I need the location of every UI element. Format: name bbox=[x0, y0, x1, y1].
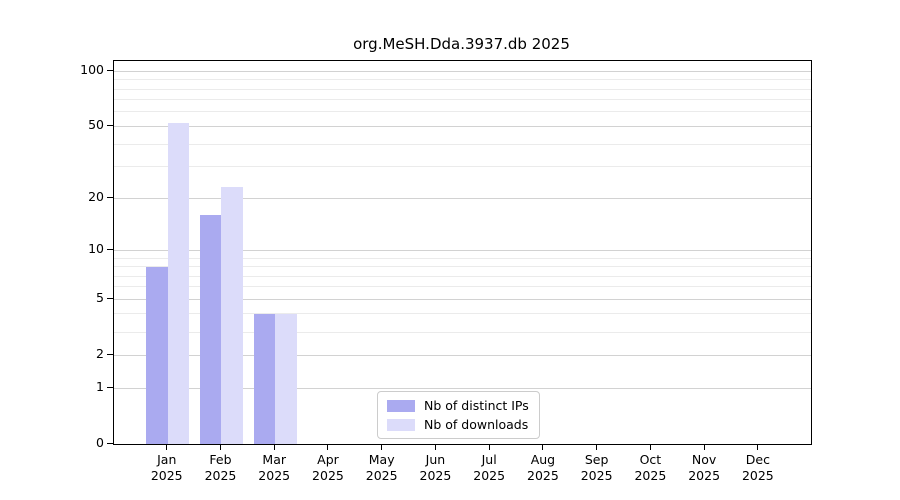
bar-downloads-mar bbox=[275, 313, 297, 444]
x-tick-month: Oct bbox=[639, 452, 662, 467]
x-tick-month: Sep bbox=[584, 452, 609, 467]
x-tick-label: May 2025 bbox=[350, 452, 414, 484]
y-axis-tick bbox=[107, 353, 113, 355]
y-axis-tick bbox=[107, 196, 113, 198]
gridline-minor bbox=[114, 331, 811, 333]
x-tick-label: Sep 2025 bbox=[565, 452, 629, 484]
y-tick-label: 1 bbox=[96, 379, 104, 394]
x-tick-label: Aug 2025 bbox=[511, 452, 575, 484]
gridline-major bbox=[114, 197, 811, 199]
gridline-major bbox=[114, 354, 811, 356]
x-tick-label: Oct 2025 bbox=[618, 452, 682, 484]
x-axis-tick bbox=[649, 444, 651, 450]
x-axis-tick bbox=[434, 444, 436, 450]
gridline-minor bbox=[114, 111, 811, 113]
x-axis-tick bbox=[703, 444, 705, 450]
x-tick-month: Jul bbox=[481, 452, 497, 467]
plot-area bbox=[113, 60, 812, 445]
gridline-minor bbox=[114, 79, 811, 81]
gridline-minor bbox=[114, 286, 811, 288]
y-axis-tick bbox=[107, 69, 113, 71]
x-tick-year: 2025 bbox=[688, 468, 721, 483]
x-tick-year: 2025 bbox=[634, 468, 667, 483]
y-tick-label: 10 bbox=[88, 241, 104, 257]
gridline-minor bbox=[114, 266, 811, 267]
x-tick-year: 2025 bbox=[527, 468, 559, 483]
legend-swatch bbox=[387, 418, 415, 431]
x-axis-tick bbox=[273, 444, 275, 450]
x-tick-month: Jan bbox=[157, 452, 177, 467]
y-tick-label: 0 bbox=[96, 435, 104, 450]
x-axis-tick bbox=[219, 444, 221, 450]
x-tick-label: Jul 2025 bbox=[457, 452, 521, 484]
gridline-minor bbox=[114, 143, 811, 145]
x-tick-label: Mar 2025 bbox=[242, 452, 306, 484]
y-tick-label: 5 bbox=[96, 290, 104, 306]
x-axis-tick bbox=[542, 444, 544, 450]
x-tick-label: Jun 2025 bbox=[403, 452, 467, 484]
x-tick-year: 2025 bbox=[365, 468, 398, 483]
x-axis-tick bbox=[381, 444, 383, 450]
y-tick-label: 2 bbox=[96, 346, 104, 362]
x-tick-month: May bbox=[368, 452, 395, 467]
x-tick-label: Nov 2025 bbox=[672, 452, 736, 484]
x-axis-tick bbox=[757, 444, 759, 450]
gridline-minor bbox=[114, 275, 811, 277]
y-tick-label: 20 bbox=[88, 189, 104, 205]
y-axis-tick bbox=[107, 297, 113, 299]
bar-downloads-jan bbox=[167, 123, 190, 444]
x-axis-tick bbox=[596, 444, 598, 450]
bar-distinct-ips-jan bbox=[146, 266, 168, 444]
gridline-major bbox=[114, 125, 811, 127]
gridline-minor bbox=[114, 166, 811, 168]
x-tick-month: Mar bbox=[262, 452, 286, 467]
x-tick-label: Apr 2025 bbox=[296, 452, 360, 484]
x-tick-year: 2025 bbox=[312, 468, 344, 483]
x-tick-year: 2025 bbox=[258, 468, 291, 483]
gridline-major bbox=[114, 298, 811, 300]
x-tick-year: 2025 bbox=[580, 468, 613, 483]
x-tick-year: 2025 bbox=[204, 468, 237, 483]
gridline-minor bbox=[114, 99, 811, 101]
gridline-major bbox=[114, 70, 811, 72]
legend-swatch bbox=[387, 399, 415, 412]
legend-label: Nb of downloads bbox=[424, 417, 529, 432]
x-tick-month: Nov bbox=[691, 452, 717, 467]
x-tick-month: Dec bbox=[745, 452, 770, 467]
x-axis-tick bbox=[166, 444, 168, 450]
x-tick-month: Jun bbox=[425, 452, 446, 467]
x-tick-year: 2025 bbox=[419, 468, 452, 483]
y-tick-label: 100 bbox=[80, 62, 104, 78]
legend-label: Nb of distinct IPs bbox=[424, 398, 529, 413]
gridline-major bbox=[114, 249, 811, 251]
bar-downloads-feb bbox=[221, 187, 243, 444]
bar-distinct-ips-mar bbox=[253, 313, 276, 444]
x-tick-year: 2025 bbox=[741, 468, 774, 483]
gridline-minor bbox=[114, 88, 811, 90]
bar-distinct-ips-feb bbox=[199, 215, 222, 444]
x-tick-label: Jan 2025 bbox=[135, 452, 199, 484]
x-tick-month: Aug bbox=[530, 452, 556, 467]
gridline-major bbox=[114, 387, 811, 389]
x-tick-month: Apr bbox=[317, 452, 339, 467]
x-axis-tick bbox=[488, 444, 490, 450]
x-tick-month: Feb bbox=[209, 452, 232, 467]
gridline-minor bbox=[114, 257, 811, 259]
gridline-minor bbox=[114, 313, 811, 315]
x-tick-label: Dec 2025 bbox=[726, 452, 790, 484]
y-axis-tick bbox=[107, 442, 113, 444]
y-axis-tick bbox=[107, 124, 113, 126]
chart-title: org.MeSH.Dda.3937.db 2025 bbox=[353, 35, 570, 53]
y-axis-tick bbox=[107, 248, 113, 250]
legend-item: Nb of distinct IPs bbox=[387, 397, 529, 414]
x-tick-year: 2025 bbox=[150, 468, 183, 483]
legend: Nb of distinct IPs Nb of downloads bbox=[377, 391, 540, 439]
x-tick-label: Feb 2025 bbox=[188, 452, 252, 484]
y-tick-label: 50 bbox=[88, 117, 104, 133]
x-tick-year: 2025 bbox=[473, 468, 506, 483]
x-axis-tick bbox=[327, 444, 329, 450]
y-axis-tick bbox=[107, 386, 113, 388]
legend-item: Nb of downloads bbox=[387, 416, 529, 433]
